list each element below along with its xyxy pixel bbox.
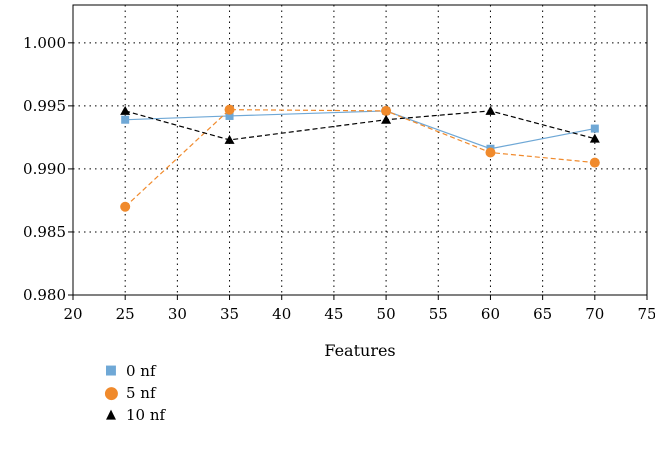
x-tick-label: 45: [324, 305, 343, 323]
triangle-marker-icon: ▲: [106, 407, 116, 422]
legend-item: ● 5 nf: [104, 382, 165, 404]
plot-area-frame: [72, 4, 648, 296]
y-tick-label: 1.000: [23, 34, 66, 52]
x-axis-title: Features: [324, 341, 395, 360]
x-tick-label: 25: [116, 305, 135, 323]
grid-lines: [73, 5, 647, 295]
x-tick-label: 70: [585, 305, 604, 323]
series-line-10-nf: [125, 110, 595, 141]
x-tick-label: 65: [533, 305, 552, 323]
x-tick-label: 30: [168, 305, 187, 323]
legend-item: ▲ 10 nf: [104, 404, 165, 426]
data-point-10-nf: [120, 105, 131, 115]
data-point-5-nf: [120, 201, 131, 212]
x-tick-label: 75: [637, 305, 655, 323]
legend-label: 0 nf: [126, 362, 156, 380]
series-line-0-nf: [125, 110, 595, 150]
data-point-5-nf: [589, 157, 600, 168]
axis-ticks: 20 25 30 35 40 45 50 55 60 65 70 75 0.980 0.985 0.990 0…: [23, 34, 655, 323]
data-point-0-nf: [225, 111, 234, 120]
data-point-0-nf: [590, 124, 599, 133]
x-tick-label: 40: [272, 305, 291, 323]
y-tick-label: 0.990: [23, 160, 66, 178]
data-point-5-nf: [224, 104, 235, 115]
series-line-5-nf: [124, 109, 595, 208]
data-point-0-nf: [121, 115, 130, 124]
x-tick-label: 55: [429, 305, 448, 323]
line-chart: 20 25 30 35 40 45 50 55 60 65 70 75 0.980 0.985 0.990 0…: [23, 4, 655, 360]
data-point-10-nf: [485, 105, 496, 115]
legend: ■ 0 nf ● 5 nf ▲ 10 nf: [104, 360, 165, 426]
y-tick-label: 0.980: [23, 286, 66, 304]
x-tick-label: 50: [377, 305, 396, 323]
y-tick-label: 0.985: [23, 223, 66, 241]
data-point-10-nf: [589, 133, 600, 143]
legend-item: ■ 0 nf: [104, 360, 165, 382]
x-tick-label: 35: [220, 305, 239, 323]
legend-label: 10 nf: [126, 406, 166, 424]
x-tick-label: 60: [481, 305, 500, 323]
series-5-nf: [120, 104, 600, 212]
data-point-5-nf: [485, 147, 496, 158]
data-point-5-nf: [381, 105, 392, 116]
series-layer: [120, 104, 600, 212]
circle-marker-icon: ●: [104, 383, 119, 403]
series-10-nf: [120, 105, 600, 144]
square-marker-icon: ■: [104, 363, 118, 378]
x-tick-label: 20: [63, 305, 82, 323]
series-0-nf: [121, 106, 599, 153]
data-point-10-nf: [381, 114, 392, 124]
y-tick-label: 0.995: [23, 97, 66, 115]
data-point-10-nf: [224, 134, 235, 144]
legend-label: 5 nf: [126, 384, 156, 402]
